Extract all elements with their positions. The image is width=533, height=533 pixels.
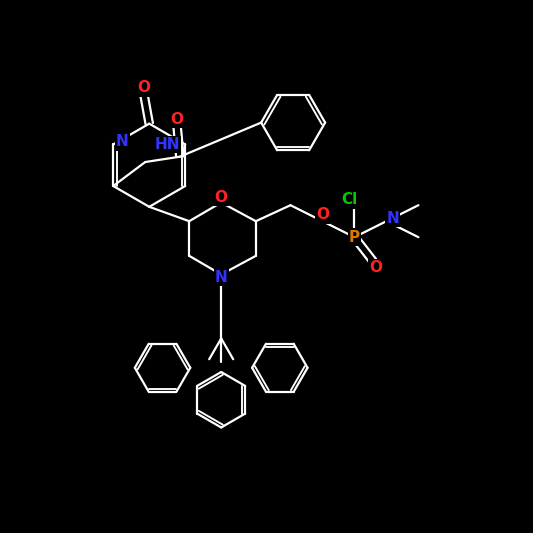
Text: N: N xyxy=(215,270,228,285)
Text: P: P xyxy=(349,230,360,245)
Text: O: O xyxy=(316,207,329,222)
Text: O: O xyxy=(215,190,228,205)
Text: HN: HN xyxy=(155,137,180,152)
Text: N: N xyxy=(116,134,128,149)
Text: Cl: Cl xyxy=(341,192,357,207)
Text: O: O xyxy=(138,80,150,95)
Text: O: O xyxy=(369,260,382,275)
Text: O: O xyxy=(171,112,184,127)
Text: N: N xyxy=(386,211,399,226)
